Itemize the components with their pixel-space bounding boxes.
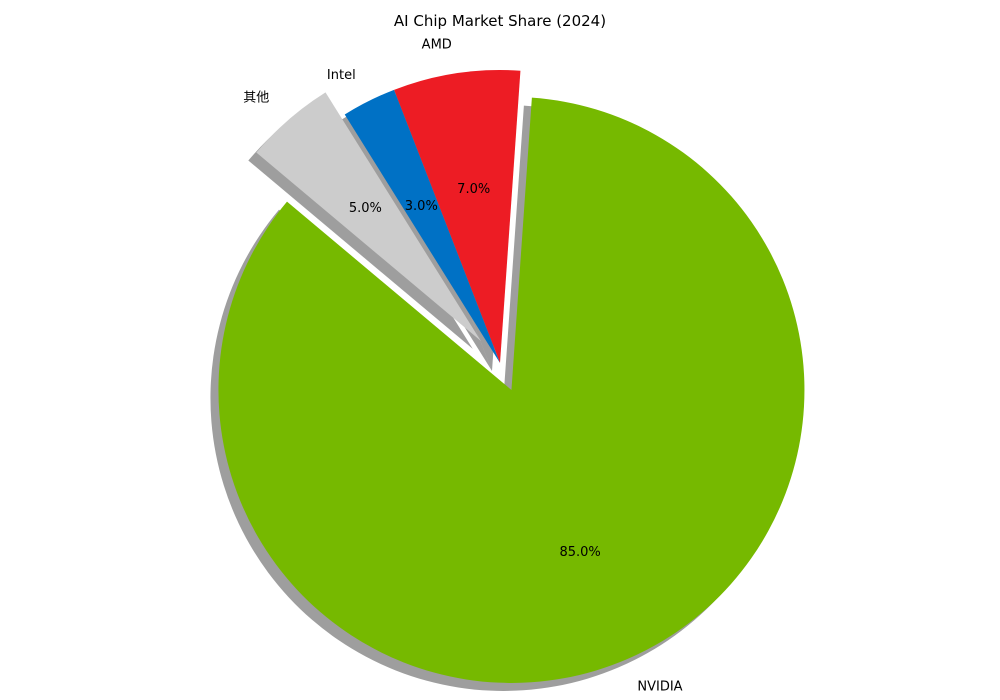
label-amd: AMD bbox=[422, 37, 452, 52]
pct-amd: 7.0% bbox=[457, 182, 490, 197]
label-nvidia: NVIDIA bbox=[637, 680, 682, 695]
slices bbox=[218, 69, 805, 683]
chart-title: AI Chip Market Share (2024) bbox=[394, 12, 606, 30]
pct-intel: 3.0% bbox=[405, 199, 438, 214]
pct-nvidia: 85.0% bbox=[559, 545, 600, 560]
pct-other-3: 5.0% bbox=[349, 201, 382, 216]
slice-amd bbox=[394, 69, 521, 364]
label-intel: Intel bbox=[327, 68, 356, 83]
slice-nvidia bbox=[218, 97, 805, 683]
slice-other-3 bbox=[256, 92, 481, 341]
label-other-3: 其他 bbox=[243, 91, 269, 106]
slice-intel bbox=[344, 89, 500, 363]
slice-labels: NVIDIA 85.0% AMD 7.0% Intel 3.0% 其他 5.0% bbox=[243, 37, 682, 694]
